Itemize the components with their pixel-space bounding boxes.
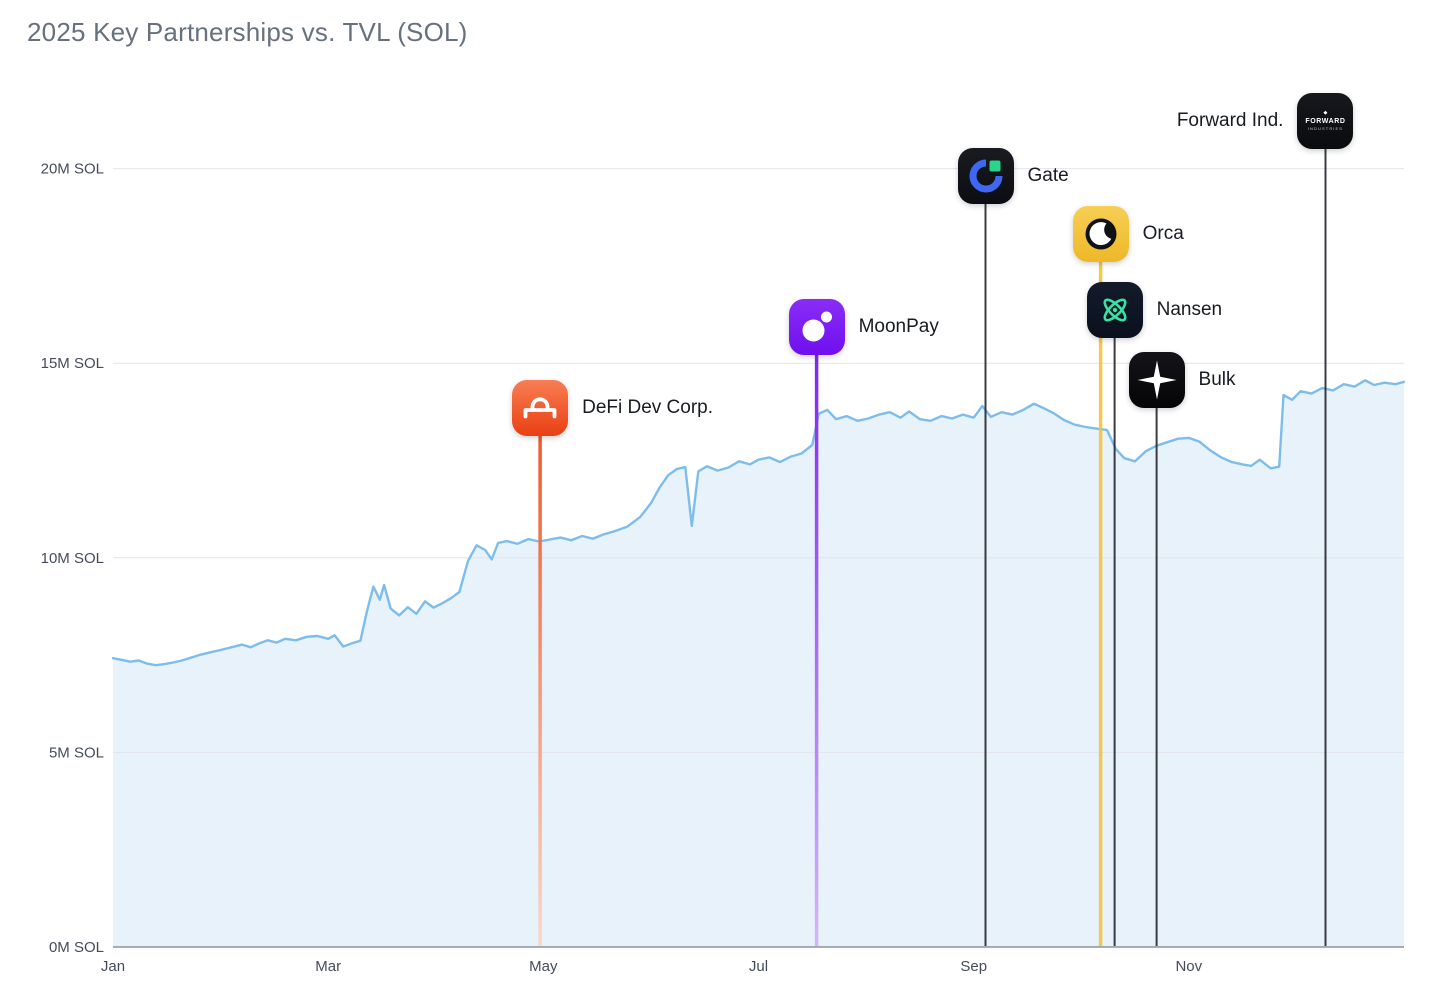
gate-icon[interactable]	[957, 148, 1014, 204]
x-tick-label: Nov	[1175, 958, 1202, 975]
y-tick-label: 15M SOL	[41, 355, 104, 372]
forward-wordmark: ◆ FORWARD INDUSTRIES	[1305, 109, 1346, 131]
x-tick-label: May	[529, 958, 558, 975]
nansen-label: Nansen	[1156, 299, 1223, 320]
forward-line1: FORWARD	[1305, 117, 1346, 125]
forward-logo-mark: ◆	[1323, 109, 1328, 116]
x-tick-label: Mar	[315, 958, 341, 975]
chart-title: 2025 Key Partnerships vs. TVL (SOL)	[27, 17, 468, 47]
bulk-label: Bulk	[1198, 369, 1236, 390]
moonpay-label: MoonPay	[858, 316, 939, 337]
x-tick-label: Jul	[749, 958, 768, 975]
orca-label: Orca	[1142, 223, 1184, 244]
x-tick-label: Jan	[101, 958, 125, 975]
defi-bridge-glyph	[523, 397, 557, 419]
x-tick-label: Sep	[960, 958, 987, 975]
tvl-area	[113, 380, 1404, 947]
nansen-orbit-glyph	[1103, 298, 1127, 322]
nansen-icon[interactable]	[1086, 282, 1143, 338]
moonpay-icon[interactable]	[788, 299, 845, 355]
y-tick-label: 10M SOL	[41, 550, 104, 567]
forward-industries-label: Forward Ind.	[1176, 110, 1284, 131]
defi-dev-corp-label: DeFi Dev Corp.	[582, 397, 714, 418]
bulk-star-glyph	[1137, 360, 1177, 400]
gate-pie-glyph	[969, 159, 1002, 193]
defi-dev-corp-icon[interactable]	[512, 380, 569, 436]
y-tick-label: 5M SOL	[49, 744, 104, 761]
forward-line2: INDUSTRIES	[1307, 125, 1344, 131]
moonpay-circles-glyph	[802, 311, 832, 342]
orca-penguin-glyph	[1085, 218, 1117, 250]
gate-label: Gate	[1027, 165, 1069, 186]
y-tick-label: 20M SOL	[41, 161, 104, 178]
bulk-icon[interactable]	[1128, 352, 1185, 408]
forward-industries-icon[interactable]: ◆ FORWARD INDUSTRIES	[1297, 93, 1354, 149]
tvl-line	[111, 379, 1406, 667]
y-tick-label: 0M SOL	[49, 939, 104, 956]
orca-icon[interactable]	[1072, 206, 1129, 262]
